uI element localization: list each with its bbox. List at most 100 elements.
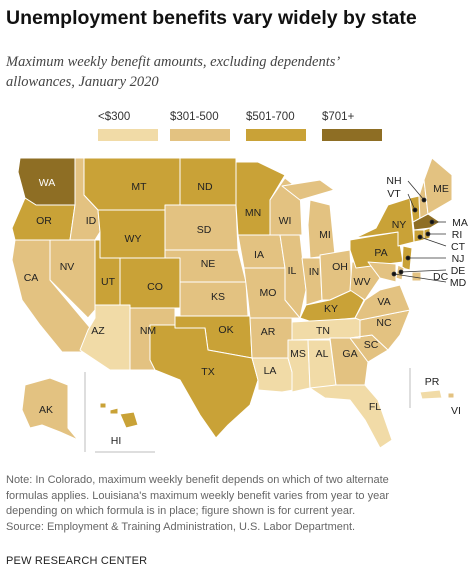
legend-label: <$300: [98, 111, 131, 123]
leader-dot-md: [391, 271, 397, 277]
us-state-map: WA OR CA ID NV MT WY UT CO AZ NM ND SD N…: [11, 157, 468, 453]
state-HI-2: [109, 407, 119, 415]
label-DC: DC: [433, 271, 449, 283]
label-MO: MO: [260, 287, 277, 299]
state-MA: [412, 213, 441, 231]
label-NJ: NJ: [452, 253, 465, 265]
legend-item-under-300: <$300: [98, 110, 158, 141]
legend-swatch: [170, 129, 230, 141]
legend-item-501-700: $501-700: [246, 110, 306, 141]
leader-dot-ma: [429, 219, 435, 225]
label-KS: KS: [211, 291, 225, 303]
state-MD: [367, 261, 397, 283]
chart-title: Unemployment benefits vary widely by sta…: [6, 7, 417, 29]
label-OK: OK: [218, 324, 233, 336]
label-HI: HI: [111, 435, 122, 447]
label-SC: SC: [364, 339, 379, 351]
label-WA: WA: [39, 177, 56, 189]
label-DE: DE: [451, 265, 466, 277]
chart-subtitle: Maximum weekly benefit amounts, excludin…: [6, 52, 468, 92]
state-PA: [349, 231, 404, 269]
leader-line-nh: [407, 180, 425, 201]
label-KY: KY: [324, 303, 338, 315]
label-IA: IA: [254, 249, 264, 261]
leader-dot-de: [398, 269, 404, 275]
label-NH: NH: [386, 175, 401, 187]
label-SD: SD: [197, 224, 212, 236]
state-AR: [249, 317, 293, 359]
label-MD: MD: [450, 277, 467, 289]
label-CT: CT: [451, 241, 466, 253]
legend-swatch: [246, 129, 306, 141]
state-AK: [21, 377, 79, 441]
label-MN: MN: [245, 207, 261, 219]
label-FL: FL: [369, 401, 381, 413]
note-line-1: Note: In Colorado, maximum weekly benefi…: [6, 474, 389, 486]
subtitle-line-2: allowances, January 2020: [6, 74, 159, 90]
label-WI: WI: [279, 215, 292, 227]
state-MI-UP: [281, 179, 335, 201]
label-NY: NY: [392, 219, 407, 231]
note-line-3: depending on which formula is in place; …: [6, 505, 356, 517]
label-IL: IL: [288, 265, 297, 277]
label-OR: OR: [36, 215, 52, 227]
legend-swatch: [98, 129, 158, 141]
label-VI: VI: [451, 405, 461, 417]
label-PA: PA: [374, 247, 387, 259]
label-UT: UT: [101, 276, 116, 288]
label-GA: GA: [342, 348, 357, 360]
legend: <$300 $301-500 $501-700 $701+: [98, 110, 388, 144]
legend-item-701-plus: $701+: [322, 110, 382, 141]
legend-label: $301-500: [170, 111, 219, 123]
label-VA: VA: [377, 296, 390, 308]
source-line: Source: Employment & Training Administra…: [6, 520, 356, 533]
label-MT: MT: [131, 181, 147, 193]
label-CA: CA: [24, 272, 39, 284]
credit-pew-research-center: PEW RESEARCH CENTER: [6, 555, 148, 567]
label-PR: PR: [425, 376, 440, 388]
state-HI-3: [119, 411, 139, 429]
label-NV: NV: [60, 261, 75, 273]
label-TX: TX: [201, 366, 214, 378]
state-HI-1: [99, 402, 107, 409]
label-ME: ME: [433, 183, 449, 195]
note-line-2: formulas applies. Louisiana's maximum we…: [6, 489, 389, 502]
territory-PR: [419, 389, 443, 400]
label-WV: WV: [354, 276, 371, 288]
leader-dot-nh: [421, 197, 427, 203]
legend-item-301-500: $301-500: [170, 110, 230, 141]
leader-line-vt: [407, 193, 416, 211]
leader-dot-ri: [425, 231, 431, 237]
label-AZ: AZ: [91, 325, 105, 337]
label-OH: OH: [332, 261, 348, 273]
label-MS: MS: [290, 348, 306, 360]
state-ME: [423, 157, 453, 215]
state-NY: [354, 197, 415, 247]
state-IN: [301, 257, 323, 306]
label-AL: AL: [316, 348, 329, 360]
state-TX: [149, 324, 259, 439]
label-IN: IN: [309, 266, 320, 278]
label-CO: CO: [147, 281, 163, 293]
state-NC: [349, 309, 411, 351]
leader-line-md: [393, 273, 447, 283]
label-AR: AR: [261, 326, 276, 338]
state-DC: [411, 271, 422, 282]
territory-VI: [447, 392, 455, 399]
label-ID: ID: [86, 215, 97, 227]
label-WY: WY: [125, 233, 142, 245]
label-VT: VT: [387, 188, 401, 200]
subtitle-line-1: Maximum weekly benefit amounts, excludin…: [6, 54, 341, 70]
label-NC: NC: [376, 317, 392, 329]
leader-dot-ct: [417, 234, 423, 240]
leader-line-de: [400, 269, 447, 273]
state-FL: [309, 384, 393, 449]
legend-label: $501-700: [246, 111, 295, 123]
label-NM: NM: [140, 325, 156, 337]
legend-label: $701+: [322, 111, 355, 123]
label-AK: AK: [39, 404, 53, 416]
label-ND: ND: [197, 181, 213, 193]
leader-dot-vt: [412, 207, 418, 213]
leader-dot-nj: [405, 255, 411, 261]
label-MI: MI: [319, 229, 331, 241]
